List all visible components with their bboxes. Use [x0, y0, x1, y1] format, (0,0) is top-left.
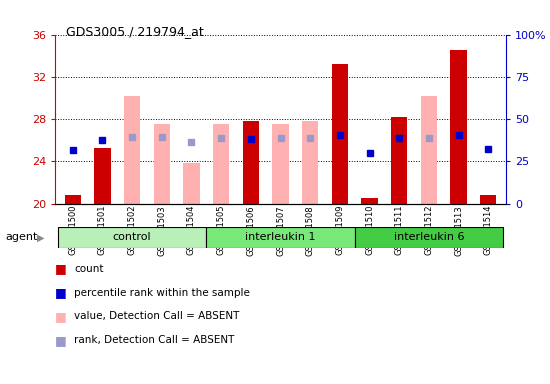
Bar: [58, 227, 206, 248]
Bar: [153, 124, 170, 204]
Text: count: count: [74, 264, 104, 274]
Bar: [391, 117, 408, 204]
Text: ■: ■: [55, 310, 67, 323]
Bar: [421, 96, 437, 204]
Text: ▶: ▶: [37, 232, 45, 242]
Bar: [480, 195, 496, 204]
Text: interleukin 6: interleukin 6: [394, 232, 464, 242]
Bar: [302, 121, 318, 204]
Bar: [183, 164, 200, 204]
Bar: [124, 96, 140, 204]
Text: GDS3005 / 219794_at: GDS3005 / 219794_at: [66, 25, 204, 38]
Text: percentile rank within the sample: percentile rank within the sample: [74, 288, 250, 298]
Text: control: control: [113, 232, 151, 242]
Bar: [213, 124, 229, 204]
Bar: [65, 195, 81, 204]
Bar: [355, 227, 503, 248]
Bar: [361, 198, 378, 204]
Bar: [272, 124, 289, 204]
Text: ■: ■: [55, 262, 67, 275]
Text: agent: agent: [6, 232, 38, 242]
Text: interleukin 1: interleukin 1: [245, 232, 316, 242]
Text: value, Detection Call = ABSENT: value, Detection Call = ABSENT: [74, 311, 240, 321]
Text: rank, Detection Call = ABSENT: rank, Detection Call = ABSENT: [74, 335, 235, 345]
Bar: [332, 64, 348, 204]
Bar: [206, 227, 355, 248]
Bar: [450, 50, 467, 204]
Bar: [243, 121, 259, 204]
Text: ■: ■: [55, 334, 67, 347]
Bar: [94, 147, 111, 204]
Text: ■: ■: [55, 286, 67, 299]
